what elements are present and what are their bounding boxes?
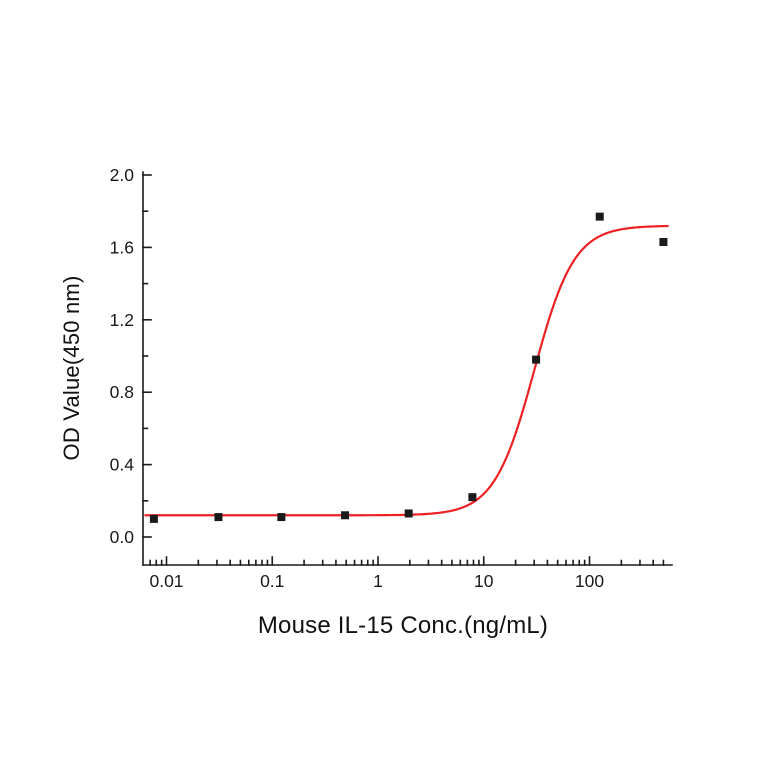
x-tick-label: 0.01 (149, 571, 183, 591)
y-tick-label: 0.4 (110, 455, 135, 475)
y-tick-label: 2.0 (110, 165, 135, 185)
y-tick-label: 1.2 (110, 310, 134, 330)
data-point (214, 513, 223, 522)
data-points (149, 212, 668, 523)
data-point (595, 212, 604, 221)
data-point (404, 509, 413, 518)
axes (142, 171, 673, 566)
x-tick-label: 10 (474, 571, 494, 591)
y-tick-label: 0.0 (110, 527, 135, 547)
x-axis-title: Mouse IL-15 Conc.(ng/mL) (257, 612, 549, 639)
data-point (659, 237, 668, 246)
data-point (277, 513, 286, 522)
x-tick-label: 100 (575, 571, 604, 591)
tick-labels: 0.01 0.1 1 10 100 0.0 0.4 0.8 1.2 1.6 2.0 (110, 165, 605, 591)
fit-curve (144, 224, 669, 517)
data-point (532, 355, 541, 364)
x-tick-label: 0.1 (260, 571, 284, 591)
y-tick-label: 1.6 (110, 237, 134, 257)
y-axis-title: OD Value(450 nm) (59, 275, 84, 461)
data-point (468, 493, 477, 502)
data-point (341, 511, 350, 520)
data-point (149, 514, 158, 523)
x-tick-label: 1 (373, 571, 383, 591)
y-tick-label: 0.8 (110, 382, 134, 402)
